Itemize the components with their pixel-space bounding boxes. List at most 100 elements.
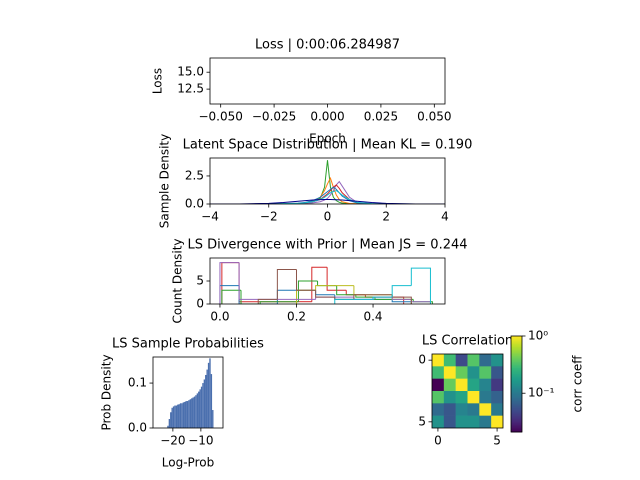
hist-bar xyxy=(170,412,172,428)
heatmap-cell xyxy=(479,366,492,379)
step-segment xyxy=(384,296,405,304)
step-segment xyxy=(391,285,412,298)
step-segment xyxy=(326,267,347,291)
heatmap-cell xyxy=(443,378,456,392)
step-segment xyxy=(315,285,335,291)
colorbar-segment xyxy=(511,388,522,391)
x-tick-label: 0 xyxy=(434,434,442,448)
heatmap-cell xyxy=(443,403,456,416)
axes-title: Latent Space Distribution | Mean KL = 0.… xyxy=(183,138,473,153)
colorbar-segment xyxy=(511,402,522,404)
step-segment xyxy=(315,290,335,298)
y-axis-label: Sample Density xyxy=(158,134,172,228)
step-segment xyxy=(391,299,412,304)
colorbar-segment xyxy=(511,355,522,358)
colorbar-segment xyxy=(511,391,522,394)
step-segment xyxy=(353,294,374,300)
heatmap-cell xyxy=(491,415,503,428)
heatmap-cell xyxy=(491,403,503,416)
colorbar-segment xyxy=(511,385,522,388)
step-segment xyxy=(336,285,356,296)
heatmap-cell xyxy=(443,354,456,367)
axes-frame xyxy=(152,356,224,429)
heatmap-cell xyxy=(467,366,480,379)
heatmap-cell xyxy=(467,391,480,404)
step-segment xyxy=(257,298,278,304)
y-tick-label: 5 xyxy=(196,274,204,288)
heatmap-cell xyxy=(443,391,456,404)
colorbar-tick-label: 10⁻¹ xyxy=(528,386,555,400)
heatmap-cell xyxy=(479,354,492,367)
colorbar-segment xyxy=(511,343,522,346)
colorbar-segment xyxy=(511,337,522,340)
x-axis-label: Log-Prob xyxy=(162,456,214,470)
step-segment xyxy=(334,298,354,304)
step-segment xyxy=(276,269,297,300)
heatmap-cell xyxy=(455,403,468,416)
colorbar-segment xyxy=(511,363,522,365)
x-tick-label: −0.025 xyxy=(252,110,296,124)
colorbar-segment xyxy=(511,379,522,382)
step-segment xyxy=(410,267,431,304)
colorbar-segment xyxy=(511,417,522,419)
axes-title: LS Correlation xyxy=(422,334,513,349)
hist-bar xyxy=(203,379,206,428)
hist-bar xyxy=(196,393,199,428)
step-segment xyxy=(238,262,259,300)
heatmap-cell xyxy=(491,391,503,404)
colorbar-segment xyxy=(511,367,522,370)
step-segment xyxy=(345,290,366,296)
colorbar-segment xyxy=(511,342,522,344)
density-line xyxy=(210,189,445,204)
colorbar-tick-label: 10⁰ xyxy=(528,329,548,343)
heatmap-cell xyxy=(467,354,480,367)
y-tick-label: 15.0 xyxy=(177,65,204,79)
heatmap-cell xyxy=(491,378,503,392)
step-segment xyxy=(374,297,395,300)
x-tick-label: −20 xyxy=(160,434,185,448)
hist-bar xyxy=(192,397,194,428)
y-tick-label: 5 xyxy=(418,414,426,428)
colorbar-segment xyxy=(511,339,522,341)
y-tick-label: 0 xyxy=(196,297,204,311)
hist-bar xyxy=(175,405,178,428)
hist-bar xyxy=(186,401,189,428)
colorbar-segment xyxy=(511,366,522,368)
colorbar-segment xyxy=(511,352,522,355)
colorbar-segment xyxy=(511,361,522,364)
heatmap-cell xyxy=(455,391,468,404)
step-segment xyxy=(238,262,259,303)
step-segment xyxy=(372,296,393,300)
y-axis-label: Count Density xyxy=(171,238,185,323)
hist-bar xyxy=(168,419,171,428)
hist-bar xyxy=(178,404,180,428)
hist-bar xyxy=(184,401,186,428)
heatmap-cell xyxy=(432,354,445,367)
hist-bar xyxy=(200,386,203,428)
hist-bar xyxy=(181,403,183,428)
colorbar-label: corr coeff xyxy=(571,355,585,413)
colorbar-segment xyxy=(511,393,522,395)
heatmap-cell xyxy=(455,378,468,392)
x-tick-label: 0.4 xyxy=(363,310,382,324)
y-tick-label: 2.5 xyxy=(185,168,204,182)
step-segment xyxy=(259,301,280,304)
colorbar-segment xyxy=(511,364,522,367)
plot-area xyxy=(210,160,445,204)
hist-bar xyxy=(210,374,213,428)
x-tick-label: 0 xyxy=(324,210,332,224)
hist-bar xyxy=(188,400,190,428)
colorbar-segment xyxy=(511,357,522,359)
colorbar-segment xyxy=(511,415,522,418)
colorbar-segment xyxy=(511,414,522,416)
colorbar-segment xyxy=(511,346,522,349)
x-tick-label: 0.025 xyxy=(364,110,398,124)
heatmap-cell xyxy=(479,403,492,416)
step-segment xyxy=(240,290,261,304)
heatmap-cell xyxy=(455,415,468,428)
heatmap-cell xyxy=(455,354,468,367)
x-tick-label: 2 xyxy=(382,210,390,224)
colorbar-segment xyxy=(511,394,522,397)
y-axis-label: Loss xyxy=(151,68,165,94)
